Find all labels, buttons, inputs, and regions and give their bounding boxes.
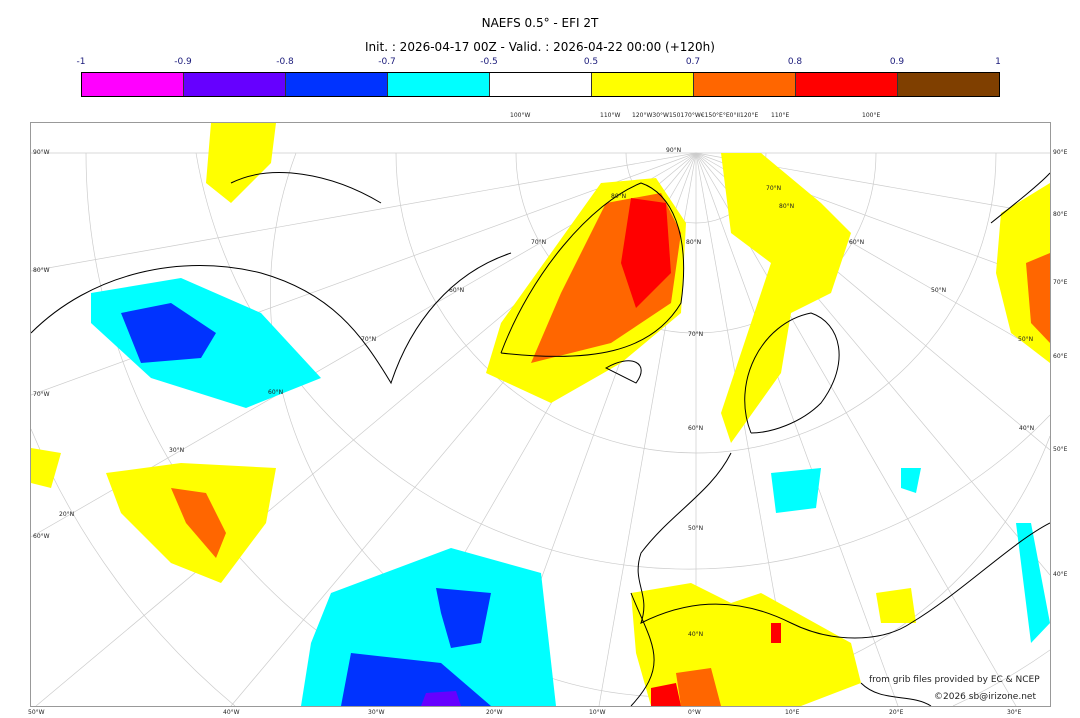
field-cyan xyxy=(771,468,1050,643)
field-yellow xyxy=(31,448,61,488)
data-source-credit: from grib files provided by EC & NCEP xyxy=(869,675,1040,685)
colorbar-tick: -1 xyxy=(76,57,86,67)
field-yellow xyxy=(876,588,916,623)
field-orange xyxy=(676,668,721,706)
lat-label-left: 70°W xyxy=(33,391,50,398)
field-blue xyxy=(121,303,216,363)
map-title: NAEFS 0.5° - EFI 2T xyxy=(481,16,599,30)
coastlines xyxy=(31,172,1050,706)
field-blue xyxy=(341,588,491,706)
lon-label-top: 100°E xyxy=(862,112,881,119)
colorbar-tick: -0.9 xyxy=(174,57,192,67)
grid-label: 80°N xyxy=(779,203,795,210)
lat-label-left: 80°W xyxy=(33,267,50,274)
efi-fields xyxy=(31,123,1050,706)
colorbar-swatch xyxy=(694,73,796,96)
colorbar-swatch xyxy=(592,73,694,96)
grid-label: 70°N xyxy=(531,239,547,246)
colorbar xyxy=(81,72,1000,97)
grid-label: 40°N xyxy=(1019,425,1035,432)
grid-label: 90°N xyxy=(666,147,682,154)
colorbar-tick: 0.7 xyxy=(685,57,701,67)
grid-label: 60°N xyxy=(268,389,284,396)
lat-label-left: 90°W xyxy=(33,149,50,156)
lon-label-top: 120°W30°W150170°W€150°E°E0°II120°E xyxy=(632,112,759,119)
colorbar-swatch xyxy=(490,73,592,96)
copyright: ©2026 sb@irizone.net xyxy=(934,692,1036,702)
lon-label-bottom: 40°W xyxy=(223,709,240,716)
field-red xyxy=(621,198,671,308)
colorbar-swatch xyxy=(184,73,286,96)
grid-label: 50°N xyxy=(1018,336,1034,343)
colorbar-tick: 0.5 xyxy=(583,57,599,67)
grid-label: 80°N xyxy=(686,239,702,246)
colorbar-tick: 1 xyxy=(995,57,1001,67)
grid-label: 80°N xyxy=(611,193,627,200)
field-orange xyxy=(171,488,226,558)
colorbar-swatch xyxy=(286,73,388,96)
lon-label-top: 110°E xyxy=(771,112,790,119)
lon-label-bottom: 0°W xyxy=(688,709,701,716)
colorbar-tick: -0.5 xyxy=(480,57,498,67)
lon-label-bottom: 30°W xyxy=(368,709,385,716)
colorbar-tick: 0.8 xyxy=(787,57,803,67)
field-yellow xyxy=(206,123,276,203)
field-yellow xyxy=(721,153,851,443)
lat-label-right: 50°E xyxy=(1053,446,1068,453)
lat-label-right: 90°E xyxy=(1053,149,1068,156)
field-red xyxy=(651,623,781,706)
lon-label-bottom: 50°W xyxy=(28,709,45,716)
lat-label-right: 40°E xyxy=(1053,571,1068,578)
colorbar-tick: -0.7 xyxy=(378,57,396,67)
colorbar-tick: -0.8 xyxy=(276,57,294,67)
lat-label-right: 70°E xyxy=(1053,279,1068,286)
field-purple xyxy=(421,691,461,706)
grid-label: 70°N xyxy=(766,185,782,192)
colorbar-swatch xyxy=(796,73,898,96)
lon-label-top: 100°W xyxy=(510,112,531,119)
grid-label: 70°N xyxy=(688,331,704,338)
grid-label: 70°N xyxy=(361,336,377,343)
lon-label-bottom: 30°E xyxy=(1007,709,1022,716)
colorbar-swatch xyxy=(82,73,184,96)
lon-label-bottom: 20°E xyxy=(889,709,904,716)
field-orange xyxy=(1026,253,1050,343)
map-canvas xyxy=(31,123,1050,706)
lon-label-bottom: 10°E xyxy=(785,709,800,716)
colorbar-swatch xyxy=(388,73,490,96)
colorbar-tick: 0.9 xyxy=(889,57,905,67)
lat-label-left: 60°W xyxy=(33,533,50,540)
grid-label: 20°N xyxy=(59,511,75,518)
grid-label: 60°N xyxy=(449,287,465,294)
lat-label-right: 80°E xyxy=(1053,211,1068,218)
grid-label: 50°N xyxy=(688,525,704,532)
lon-label-top: 110°W xyxy=(600,112,621,119)
colorbar-swatch xyxy=(898,73,999,96)
grid-label: 60°N xyxy=(849,239,865,246)
map-subtitle: Init. : 2026-04-17 00Z - Valid. : 2026-0… xyxy=(365,40,715,54)
grid-label: 50°N xyxy=(931,287,947,294)
efi-map[interactable]: 90°W 80°W 70°W 60°W 90°N 80°N 70°N 60°N … xyxy=(30,122,1051,707)
grid-label: 60°N xyxy=(688,425,704,432)
lon-label-bottom: 10°W xyxy=(589,709,606,716)
lon-label-bottom: 20°W xyxy=(486,709,503,716)
lat-label-right: 60°E xyxy=(1053,353,1068,360)
grid-label: 30°N xyxy=(169,447,185,454)
grid-label: 40°N xyxy=(688,631,704,638)
